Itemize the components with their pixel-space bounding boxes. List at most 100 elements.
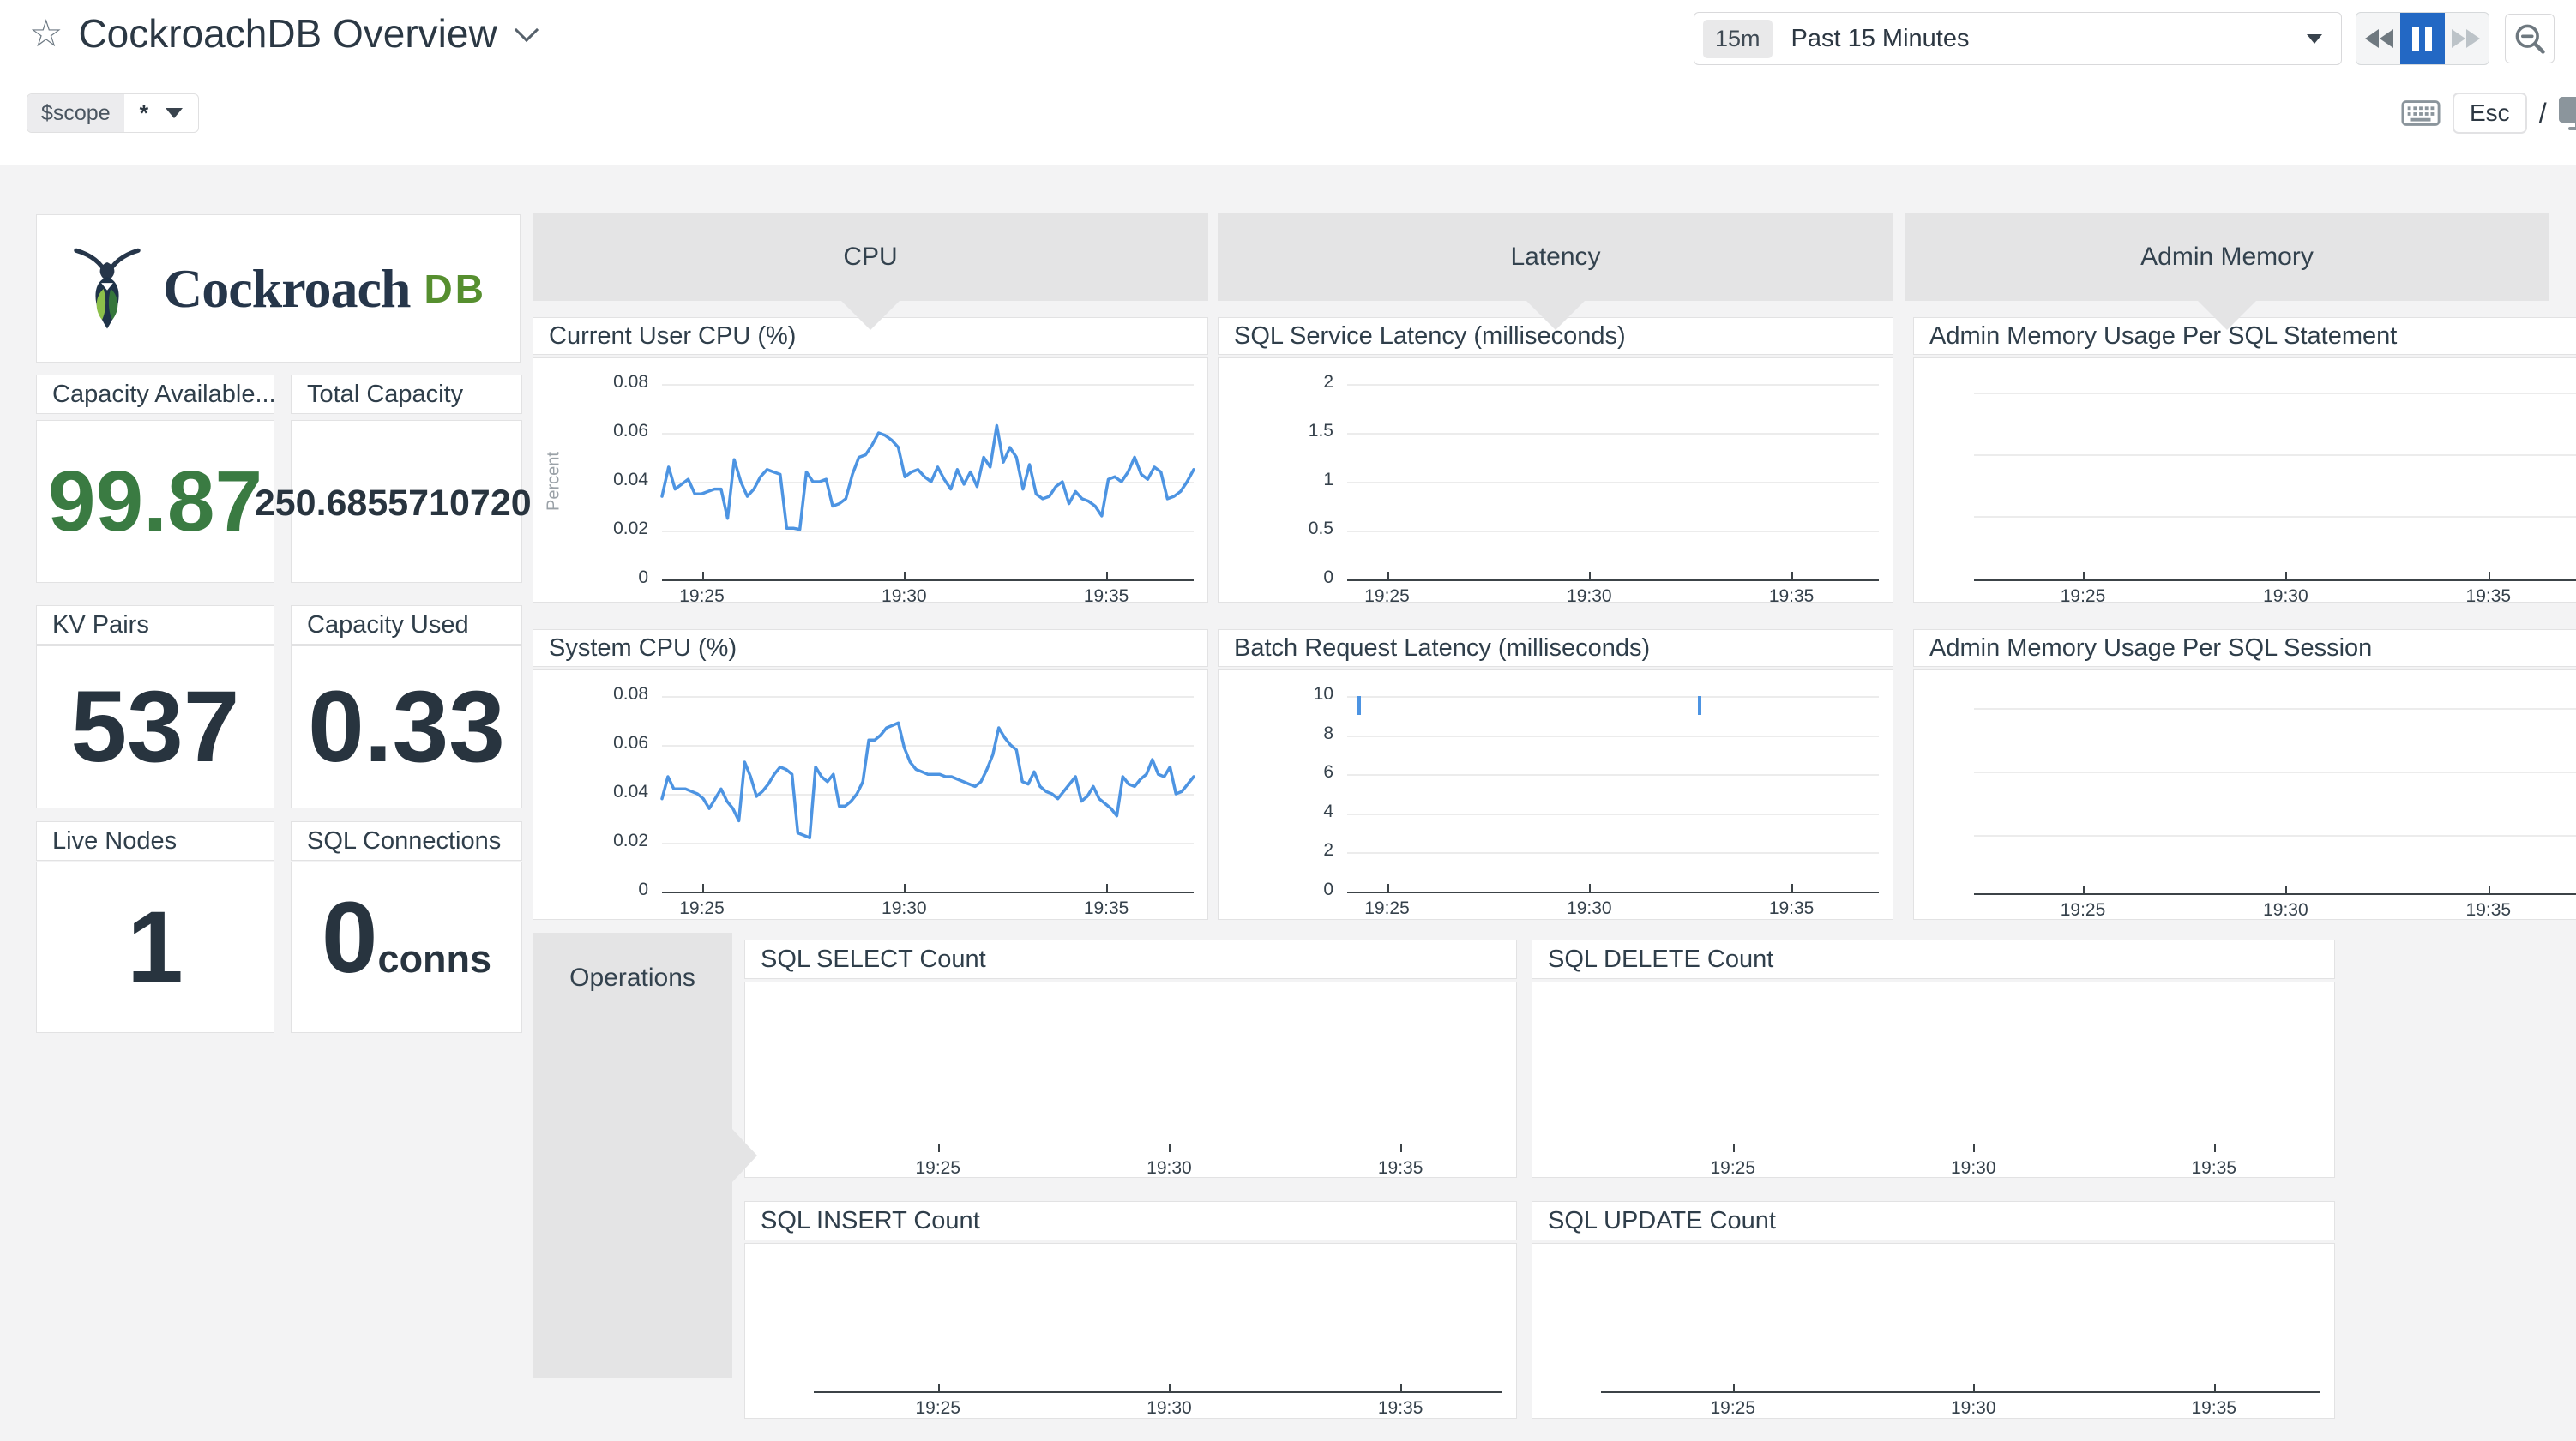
chart-sql-delete-count[interactable]: 19:25 19:30 19:35 [1532, 982, 2335, 1178]
chevron-down-icon[interactable] [514, 17, 539, 43]
x-tick-mark [2083, 572, 2085, 580]
gridline [1347, 696, 1879, 698]
dashboard-titlebar: ☆ CockroachDB Overview [29, 10, 539, 57]
fast-forward-button[interactable] [2445, 13, 2489, 64]
template-variable-scope[interactable]: $scope * [27, 93, 200, 133]
x-tick-label: 19:35 [1768, 586, 1815, 603]
group-header-cpu[interactable]: CPU [533, 213, 1208, 301]
x-tick-label: 19:35 [1083, 898, 1129, 918]
screenboard-monitor-icon[interactable] [2558, 95, 2576, 131]
chart-batch-request-latency[interactable]: 10 8 6 4 2 0 19:25 19:30 19:35 [1218, 669, 1893, 920]
y-tick-label: 10 [1313, 684, 1333, 704]
scope-value-dropdown[interactable]: * [124, 94, 199, 132]
y-tick-label: 0 [638, 567, 648, 587]
time-range-picker[interactable]: 15m Past 15 Minutes [1694, 12, 2342, 65]
x-tick-label: 19:30 [1147, 1158, 1192, 1178]
x-tick-label: 19:25 [1710, 1158, 1756, 1178]
gridline [662, 745, 1194, 747]
chart-current-user-cpu[interactable]: 0.08 0.06 0.04 0.02 0 19:25 19:30 19:35 Percent [533, 357, 1208, 603]
x-tick-mark [1973, 1144, 1976, 1152]
magnifier-minus-icon [2515, 24, 2545, 54]
x-tick-label: 19:35 [2465, 900, 2512, 920]
group-pointer-cpu [841, 301, 900, 330]
x-axis-line [662, 892, 1194, 893]
x-tick-mark [2285, 886, 2288, 894]
x-tick-label: 19:25 [2060, 586, 2106, 603]
stat-value-capacity-used[interactable]: 0.33 [291, 645, 522, 808]
x-tick-label: 19:25 [1710, 1398, 1756, 1418]
x-tick-mark [2213, 1144, 2216, 1152]
scope-label: $scope [27, 94, 124, 132]
stat-value-capacity-available[interactable]: 99.87 [36, 420, 274, 583]
x-tick-label: 19:25 [2060, 900, 2106, 920]
chart-system-cpu[interactable]: 0.08 0.06 0.04 0.02 0 19:25 19:30 19:35 [533, 669, 1208, 920]
x-tick-label: 19:30 [1950, 1398, 1996, 1418]
stat-value-total-capacity[interactable]: 250.6855710720 GB [255, 420, 558, 583]
gridline [1347, 813, 1879, 815]
stat-value-live-nodes[interactable]: 1 [36, 862, 274, 1033]
stat-title-live-nodes: Live Nodes [36, 821, 274, 861]
group-pointer-latency [1526, 301, 1585, 330]
x-tick-label: 19:30 [1950, 1158, 1996, 1178]
x-tick-label: 19:30 [1567, 898, 1612, 918]
x-tick-label: 19:25 [1364, 586, 1410, 603]
x-tick-mark [701, 572, 704, 580]
stat-title-sql-connections: SQL Connections [291, 821, 522, 861]
group-header-operations[interactable]: Operations [533, 933, 732, 1378]
y-tick-label: 2 [1323, 840, 1333, 861]
x-tick-mark [1169, 1384, 1171, 1392]
dropdown-caret-icon [2307, 33, 2322, 44]
chart-title-sql-insert-count: SQL INSERT Count [744, 1201, 1517, 1240]
x-tick-label: 19:30 [2263, 586, 2308, 603]
group-header-admin-memory[interactable]: Admin Memory [1905, 213, 2549, 301]
chart-admin-memory-session[interactable]: 19:25 19:30 19:35 [1913, 669, 2576, 920]
dropdown-caret-icon [166, 108, 184, 118]
y-tick-label: 0.08 [613, 372, 648, 392]
x-tick-label: 19:25 [679, 586, 725, 603]
group-header-latency[interactable]: Latency [1218, 213, 1893, 301]
chart-sql-select-count[interactable]: 19:25 19:30 19:35 [744, 982, 1517, 1178]
y-tick-label: 6 [1323, 762, 1333, 783]
rewind-icon [2364, 29, 2393, 48]
chart-sql-update-count[interactable]: 19:25 19:30 19:35 [1532, 1243, 2335, 1419]
x-tick-label: 19:35 [1083, 586, 1129, 603]
x-tick-mark [1791, 884, 1794, 892]
gridline [1974, 516, 2576, 518]
rewind-button[interactable] [2356, 13, 2400, 64]
gridline [1347, 482, 1879, 483]
chart-title-sql-delete-count: SQL DELETE Count [1532, 940, 2335, 979]
gridline [662, 794, 1194, 796]
latency-spike [1698, 696, 1702, 715]
favorite-star-icon[interactable]: ☆ [29, 12, 63, 55]
group-pointer-admin-memory [2198, 301, 2256, 330]
cockroach-bug-icon [74, 248, 141, 328]
x-tick-mark [1387, 884, 1389, 892]
x-tick-label: 19:35 [2465, 586, 2512, 603]
chart-admin-memory-statement[interactable]: 19:25 19:30 19:35 [1913, 357, 2576, 603]
stat-value-sql-connections[interactable]: 0 conns [291, 862, 522, 1033]
x-axis-line [814, 1391, 1502, 1393]
x-tick-label: 19:35 [1377, 1398, 1423, 1418]
x-tick-mark [937, 1384, 940, 1392]
x-axis-line [1347, 579, 1879, 581]
x-tick-label: 19:30 [1147, 1398, 1192, 1418]
latency-spike [1357, 696, 1362, 715]
chart-sql-service-latency[interactable]: 2 1.5 1 0.5 0 19:25 19:30 19:35 [1218, 357, 1893, 603]
chart-sql-insert-count[interactable]: 19:25 19:30 19:35 [744, 1243, 1517, 1419]
gridline [662, 482, 1194, 483]
x-axis-line [662, 579, 1194, 581]
pause-button[interactable] [2400, 13, 2445, 64]
x-tick-mark [1106, 572, 1109, 580]
y-tick-label: 0.04 [613, 470, 648, 489]
gridline [662, 433, 1194, 435]
cockroachdb-logo-widget[interactable]: Cockroach DB [36, 214, 521, 363]
zoom-out-button[interactable] [2505, 14, 2555, 63]
y-tick-label: 0 [1323, 880, 1333, 899]
stat-value-kv-pairs[interactable]: 537 [36, 645, 274, 808]
y-tick-label: 0.5 [1308, 519, 1333, 538]
x-tick-mark [1106, 884, 1109, 892]
esc-key[interactable]: Esc [2453, 93, 2527, 134]
x-tick-mark [1387, 572, 1389, 580]
y-tick-label: 0 [1323, 567, 1333, 587]
x-tick-label: 19:25 [915, 1158, 961, 1178]
